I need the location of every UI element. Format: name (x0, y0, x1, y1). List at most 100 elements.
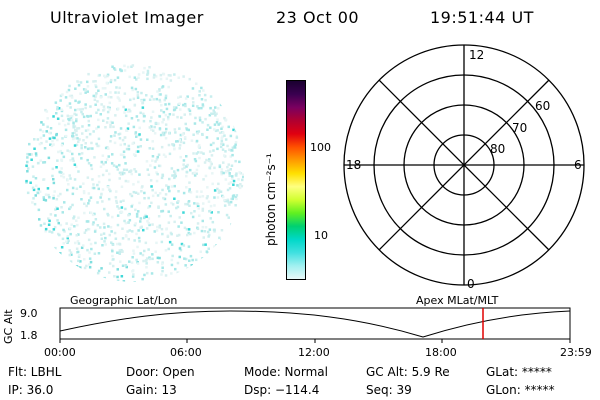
image-pixel (158, 98, 161, 102)
image-pixel (55, 198, 59, 201)
image-pixel (34, 194, 37, 197)
image-pixel (224, 138, 228, 141)
image-pixel (235, 134, 239, 138)
image-pixel (56, 107, 59, 111)
image-pixel (28, 153, 31, 156)
image-pixel (128, 170, 131, 174)
image-pixel (122, 153, 125, 157)
image-pixel (121, 237, 125, 240)
image-pixel (92, 80, 95, 83)
image-pixel (59, 149, 62, 153)
image-pixel (56, 138, 59, 142)
image-pixel (80, 146, 83, 150)
image-pixel (68, 227, 72, 230)
image-pixel (44, 227, 48, 231)
image-pixel (146, 69, 150, 73)
status-glat: GLat: ***** (486, 365, 552, 379)
image-pixel (181, 167, 184, 171)
image-pixel (142, 228, 145, 232)
image-pixel (203, 230, 207, 233)
image-pixel (170, 272, 173, 275)
image-pixel (71, 186, 75, 190)
image-pixel (91, 213, 95, 217)
image-pixel (88, 266, 92, 269)
image-pixel (92, 183, 95, 186)
image-pixel (65, 222, 68, 225)
image-pixel (99, 196, 102, 199)
altitude-curve (59, 310, 571, 338)
image-pixel (85, 220, 89, 223)
image-pixel (157, 215, 161, 218)
image-pixel (149, 164, 152, 167)
image-pixel (172, 106, 176, 109)
image-pixel (201, 209, 204, 212)
image-pixel (70, 96, 74, 99)
image-pixel (59, 94, 63, 98)
image-pixel (185, 186, 188, 189)
image-pixel (165, 77, 169, 80)
image-pixel (26, 170, 29, 173)
image-pixel (32, 197, 35, 200)
image-pixel (212, 149, 215, 152)
image-pixel (231, 146, 235, 149)
image-pixel (121, 138, 125, 142)
image-pixel (216, 196, 220, 199)
image-pixel (39, 159, 42, 162)
image-pixel (76, 137, 79, 140)
image-pixel (225, 213, 229, 217)
image-pixel (211, 220, 215, 224)
colorbar-tick-10: 10 (314, 229, 328, 242)
image-pixel (122, 280, 126, 282)
image-pixel (48, 219, 51, 223)
image-pixel (213, 230, 216, 233)
image-pixel (178, 247, 182, 250)
image-pixel (65, 240, 68, 243)
image-pixel (42, 178, 45, 181)
image-pixel (102, 119, 105, 122)
image-pixel (206, 128, 209, 131)
image-pixel (100, 237, 104, 240)
image-pixel (119, 260, 122, 263)
image-pixel (142, 112, 145, 116)
image-pixel (148, 256, 151, 259)
image-pixel (37, 187, 40, 191)
image-pixel (178, 138, 182, 142)
image-pixel (150, 185, 153, 188)
image-pixel (44, 199, 48, 202)
image-pixel (222, 143, 225, 146)
image-pixel (38, 190, 42, 193)
image-pixel (110, 241, 113, 244)
image-pixel (100, 267, 103, 270)
image-pixel (232, 179, 236, 183)
image-pixel (195, 190, 199, 193)
image-pixel (107, 214, 110, 217)
image-pixel (164, 123, 168, 126)
image-pixel (123, 219, 126, 223)
image-pixel (201, 104, 205, 108)
image-pixel (26, 191, 30, 195)
image-pixel (224, 118, 228, 122)
image-pixel (225, 170, 228, 174)
image-pixel (95, 92, 98, 95)
image-pixel (61, 119, 65, 122)
image-pixel (60, 114, 64, 118)
image-pixel (155, 229, 159, 232)
image-pixel (168, 177, 171, 181)
image-pixel (127, 180, 130, 183)
image-pixel (237, 178, 240, 181)
image-pixel (186, 95, 189, 98)
image-pixel (188, 190, 191, 193)
image-pixel (167, 85, 170, 89)
image-pixel (100, 160, 104, 164)
image-pixel (129, 192, 132, 196)
image-pixel (62, 228, 65, 232)
image-pixel (162, 196, 165, 200)
image-pixel (80, 152, 84, 155)
image-pixel (113, 141, 117, 145)
image-pixel (183, 102, 187, 106)
image-pixel (56, 159, 59, 162)
image-pixel (227, 201, 231, 204)
image-pixel (224, 178, 228, 181)
image-pixel (118, 137, 122, 140)
image-pixel (134, 131, 138, 134)
